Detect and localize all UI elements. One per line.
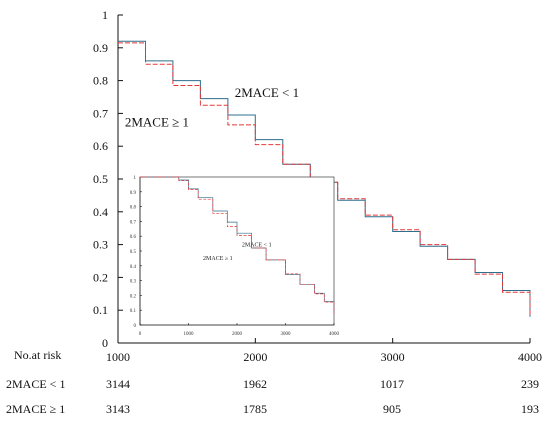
inset-y-tick-label: 0.1 (130, 309, 137, 314)
inset-x-tick-label: 2000 (232, 332, 243, 337)
risk-value: 239 (521, 377, 539, 391)
inset-x-tick-label: 4000 (329, 332, 340, 337)
inset-y-tick-label: 0.3 (130, 280, 137, 285)
inset-y-tick-label: 0.7 (130, 220, 137, 225)
main-y-tick-label: 0.9 (93, 41, 108, 55)
inset-y-tick-label: 0.8 (130, 206, 137, 211)
risk-table: No.at risk 2MACE < 1 3144 1962 1017 239 2MACE … (6, 348, 539, 416)
risk-row-label: 2MACE < 1 (6, 377, 65, 391)
main-y-tick-label: 0.4 (93, 205, 108, 219)
inset-series-mace-ge-1 (140, 176, 335, 314)
inset-annotation-label: 2MACE < 1 (242, 243, 272, 249)
main-y-tick-label: 1 (102, 8, 108, 22)
main-annotation-label: 2MACE < 1 (235, 85, 299, 100)
main-y-tick-label: 0.7 (93, 106, 108, 120)
risk-value: 1017 (380, 377, 404, 391)
risk-value: 905 (383, 402, 401, 416)
inset-chart: 0 0.1 0.2 0.3 0.4 0.5 0.6 0.7 0.8 0.9 1 0 1000 2000 30… (130, 176, 340, 337)
inset-y-tick-label: 0.4 (130, 265, 137, 270)
risk-value: 3144 (106, 377, 130, 391)
inset-y-tick-label: 0 (134, 324, 137, 329)
main-x-tick-label: 4000 (518, 350, 542, 364)
main-y-tick-label: 0.1 (93, 303, 108, 317)
risk-value: 1785 (243, 402, 267, 416)
main-y-tick-label: 0.6 (93, 139, 108, 153)
risk-value: 3143 (106, 402, 130, 416)
main-x-tick-label: 2000 (243, 350, 267, 364)
inset-y-tick-label: 0.9 (130, 191, 137, 196)
inset-x-tick-label: 1000 (184, 332, 195, 337)
risk-row-label: 2MACE ≥ 1 (6, 402, 65, 416)
main-annotation-label: 2MACE ≥ 1 (125, 115, 189, 130)
main-x-tick-label: 1000 (106, 350, 130, 364)
inset-x-tick-label: 3000 (281, 332, 292, 337)
inset-y-tick-label: 0.5 (130, 250, 137, 255)
main-y-tick-label: 0.2 (93, 270, 108, 284)
inset-frame (139, 176, 335, 326)
main-y-tick-label: 0.5 (93, 172, 108, 186)
risk-value: 193 (521, 402, 539, 416)
risk-value: 1962 (243, 377, 267, 391)
inset-y-tick-label: 1 (134, 176, 137, 181)
main-y-tick-label: 0.3 (93, 238, 108, 252)
risk-table-header: No.at risk (14, 348, 61, 362)
inset-x-tick-label: 0 (139, 332, 142, 337)
inset-annotation-label: 2MACE ≥ 1 (203, 256, 233, 262)
main-y-tick-label: 0 (102, 336, 108, 350)
main-chart: 0 0.1 0.2 0.3 0.4 0.5 0.6 0.7 0.8 0.9 1 1000 2000 300… (93, 8, 542, 364)
main-y-tick-label: 0.8 (93, 74, 108, 88)
main-series-mace-ge-1 (118, 42, 531, 317)
inset-y-tick-label: 0.6 (130, 235, 137, 240)
inset-y-tick-label: 0.2 (130, 294, 137, 299)
main-x-tick-label: 3000 (381, 350, 405, 364)
